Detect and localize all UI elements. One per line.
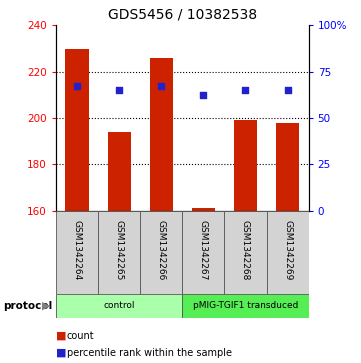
Text: GSM1342265: GSM1342265 <box>115 220 123 281</box>
Bar <box>150 58 173 211</box>
Bar <box>276 123 299 211</box>
Text: ▶: ▶ <box>42 301 50 311</box>
Point <box>158 83 164 89</box>
Point <box>243 87 248 93</box>
Bar <box>182 211 225 294</box>
Text: ■: ■ <box>56 348 66 358</box>
Text: GSM1342269: GSM1342269 <box>283 220 292 281</box>
Bar <box>192 208 215 211</box>
Text: pMIG-TGIF1 transduced: pMIG-TGIF1 transduced <box>193 301 298 310</box>
Point <box>200 92 206 98</box>
Bar <box>98 211 140 294</box>
Text: GSM1342266: GSM1342266 <box>157 220 166 281</box>
Point <box>74 83 80 89</box>
Text: count: count <box>67 331 95 341</box>
Point <box>285 87 291 93</box>
Bar <box>108 132 131 211</box>
Bar <box>234 120 257 211</box>
Text: percentile rank within the sample: percentile rank within the sample <box>67 348 232 358</box>
Text: GSM1342267: GSM1342267 <box>199 220 208 281</box>
Bar <box>182 294 309 318</box>
Text: GSM1342268: GSM1342268 <box>241 220 250 281</box>
Text: GSM1342264: GSM1342264 <box>73 220 82 281</box>
Bar <box>56 294 182 318</box>
Bar <box>56 211 98 294</box>
Text: protocol: protocol <box>4 301 53 311</box>
Bar <box>225 211 266 294</box>
Bar <box>266 211 309 294</box>
Bar <box>140 211 182 294</box>
Text: control: control <box>103 301 135 310</box>
Point <box>116 87 122 93</box>
Bar <box>65 49 88 211</box>
Title: GDS5456 / 10382538: GDS5456 / 10382538 <box>108 8 257 21</box>
Text: ■: ■ <box>56 331 66 341</box>
